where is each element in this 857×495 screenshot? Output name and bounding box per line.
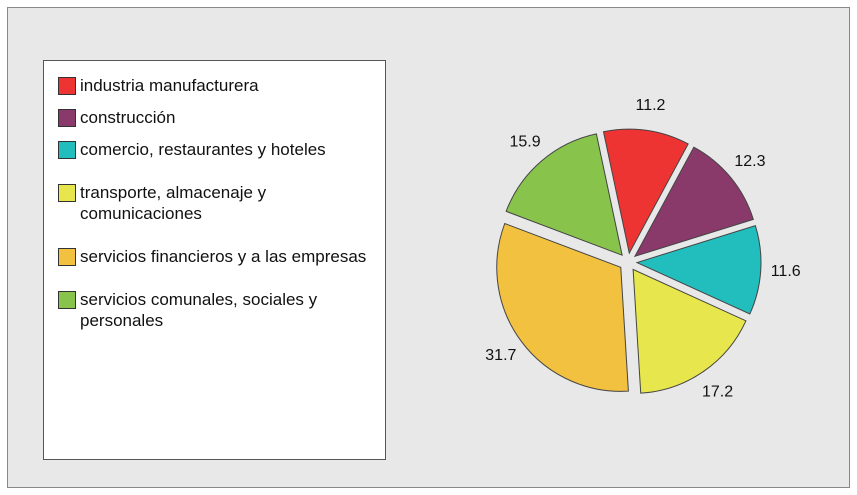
legend-label: servicios comunales, sociales y personal… [80,290,318,330]
legend-item: construcción [58,107,371,128]
legend: industria manufacturera construcción comer… [43,60,386,460]
legend-swatch [58,248,76,266]
legend-label: servicios financieros y a las empresas [80,247,367,266]
legend-swatch [58,77,76,95]
data-label: 17.2 [702,383,733,400]
pie-slice [505,133,623,256]
legend-swatch [58,109,76,127]
legend-label: construcción [80,108,176,127]
legend-label: industria manufacturera [80,76,259,95]
legend-swatch [58,141,76,159]
pie-slice [632,268,747,394]
legend-label: transporte, almacenaje y comunicaciones [80,183,267,223]
pie-slice [602,128,689,255]
data-label: 15.9 [510,133,541,150]
legend-swatch [58,184,76,202]
legend-item: servicios comunales, sociales y personal… [58,289,371,331]
data-label: 11.2 [636,97,666,114]
legend-item: industria manufacturera [58,75,371,96]
legend-label: comercio, restaurantes y hoteles [80,140,326,159]
data-label: 12.3 [734,153,765,170]
legend-item: servicios financieros y a las empresas [58,246,371,267]
data-label: 31.7 [485,347,516,364]
pie-slice [635,225,762,315]
legend-item: transporte, almacenaje y comunicaciones [58,182,371,224]
legend-item: comercio, restaurantes y hoteles [58,139,371,160]
pie-slice [496,222,629,392]
pie-slice [633,146,754,258]
legend-swatch [58,291,76,309]
data-label: 11.6 [771,263,801,280]
